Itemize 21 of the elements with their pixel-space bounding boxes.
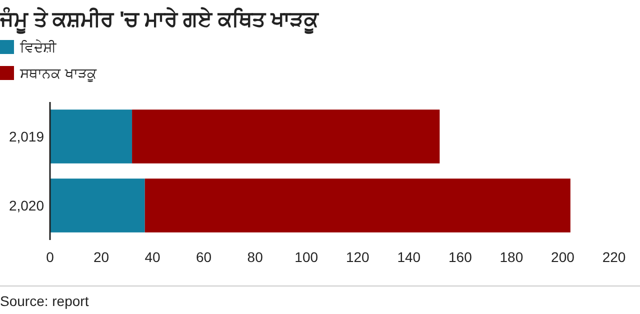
y-tick-label: 2,020 xyxy=(8,198,44,214)
x-tick-label: 160 xyxy=(448,249,472,265)
x-tick-label: 60 xyxy=(196,249,212,265)
x-tick-label: 120 xyxy=(346,249,370,265)
x-tick-label: 40 xyxy=(144,249,161,265)
bar xyxy=(50,178,145,232)
x-tick-label: 0 xyxy=(46,249,54,265)
x-tick-label: 100 xyxy=(294,249,318,265)
x-tick-label: 140 xyxy=(397,249,421,265)
bar xyxy=(144,178,570,232)
x-tick-label: 80 xyxy=(247,249,264,265)
bar xyxy=(132,110,440,164)
x-tick-label: 220 xyxy=(602,249,626,265)
x-tick-label: 20 xyxy=(93,249,110,265)
legend-label: ਵਿਦੇਸ਼ੀ xyxy=(19,39,57,55)
legend-label: ਸਥਾਨਕ ਖਾੜਕੂ xyxy=(19,65,97,82)
x-tick-label: 180 xyxy=(500,249,524,265)
y-tick-label: 2,019 xyxy=(8,128,44,144)
bar xyxy=(50,110,132,164)
x-tick-label: 200 xyxy=(551,249,575,265)
source-note: Source: report xyxy=(0,293,89,309)
